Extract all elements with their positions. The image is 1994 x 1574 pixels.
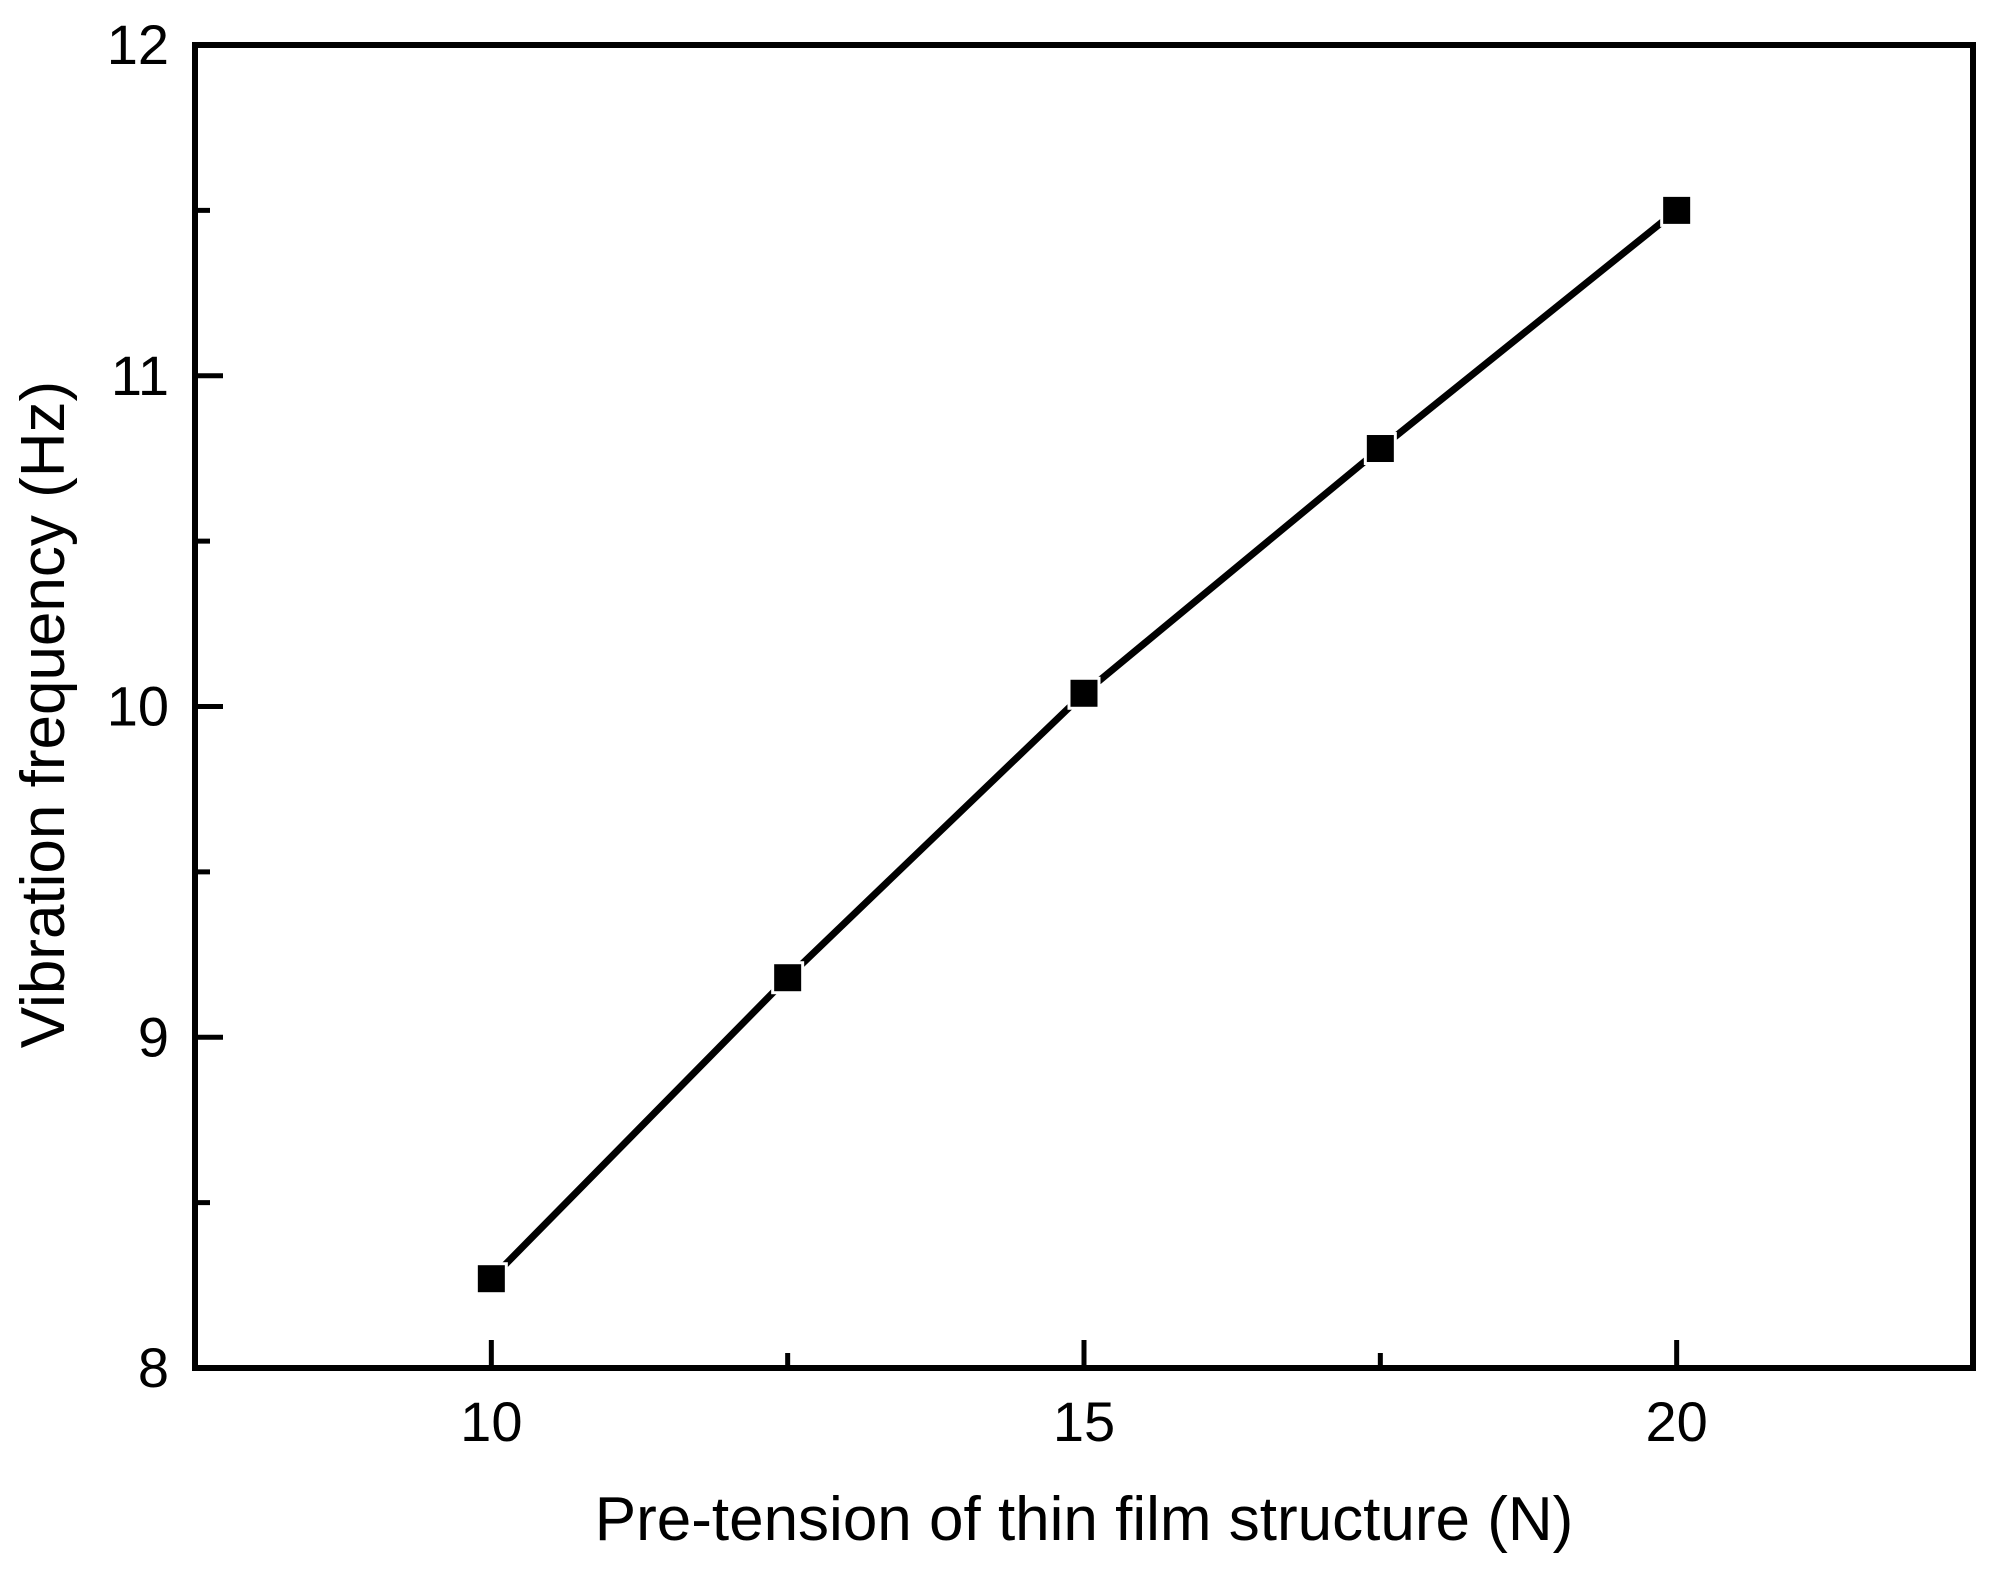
data-point-marker [1067,676,1101,710]
plot-frame [192,42,1976,1371]
y-tick-label: 8 [138,1336,169,1399]
y-tick-label: 9 [138,1005,169,1068]
data-point-marker [474,1262,508,1296]
data-line [488,207,1679,1282]
y-tick-label: 12 [107,13,169,76]
axes-ticks [195,42,1680,1371]
data-point-marker [1363,432,1397,466]
data-point-marker [1660,193,1694,227]
data-series [474,193,1694,1296]
x-tick-label: 20 [1646,1390,1708,1453]
y-tick-label: 11 [111,344,169,407]
y-axis-title: Vibration frequency (Hz) [9,381,78,1048]
x-axis-title: Pre-tension of thin film structure (N) [595,1485,1574,1554]
tick-labels: 10 15 20 8 9 10 11 12 [107,13,1708,1453]
y-tick-label: 10 [107,675,169,738]
x-tick-label: 15 [1053,1390,1115,1453]
x-tick-label: 10 [460,1390,522,1453]
data-point-marker [771,961,805,995]
